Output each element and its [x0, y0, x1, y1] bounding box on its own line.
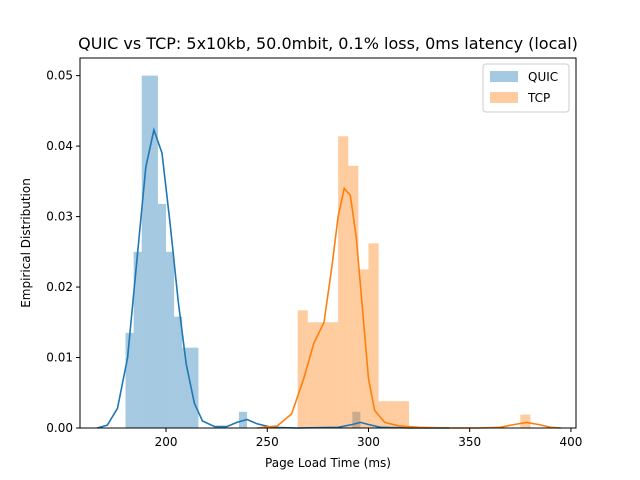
tcp-hist-bar: [328, 322, 339, 428]
x-axis-label: Page Load Time (ms): [265, 456, 391, 470]
x-tick-label: 250: [256, 435, 279, 449]
tcp-hist-bar: [317, 322, 328, 428]
quic-hist-bar: [182, 347, 191, 428]
tcp-hist-bar: [388, 401, 399, 428]
quic-hist-bar: [157, 203, 167, 428]
quic-hist-bar: [125, 332, 134, 428]
y-tick-label: 0.05: [46, 69, 73, 83]
tcp-hist-bar: [358, 269, 369, 428]
legend-box: [482, 63, 570, 113]
plot-area: [96, 75, 561, 429]
tcp-hist-bar: [338, 136, 349, 428]
y-tick-label: 0.01: [46, 351, 73, 365]
y-tick-label: 0.00: [46, 421, 73, 435]
quic-legend-label: QUIC: [528, 70, 558, 84]
tcp-hist-bar: [398, 401, 409, 428]
tcp-kde-line: [257, 186, 561, 429]
quic-hist-bar: [190, 347, 199, 428]
tcp-hist-bar: [307, 322, 318, 428]
tcp-hist-bar: [520, 414, 531, 428]
legend: QUIC TCP: [482, 63, 570, 113]
x-tick-label: 350: [458, 435, 481, 449]
y-tick-label: 0.03: [46, 210, 73, 224]
chart-title: QUIC vs TCP: 5x10kb, 50.0mbit, 0.1% loss…: [78, 34, 578, 53]
plot-frame: [79, 57, 577, 429]
y-axis: 0.00 0.01 0.02 0.03 0.04 0.05: [46, 69, 80, 435]
quic-hist-bar: [352, 411, 361, 428]
y-tick-label: 0.02: [46, 280, 73, 294]
tcp-hist-bar: [348, 165, 359, 429]
quic-legend-swatch: [490, 71, 518, 82]
tcp-legend-swatch: [490, 92, 518, 103]
quic-hist-bar: [166, 251, 175, 428]
quic-kde-line: [96, 126, 450, 429]
tcp-legend-label: TCP: [527, 91, 550, 105]
tcp-hist-bar: [378, 401, 389, 428]
quic-hist-bar: [174, 316, 183, 428]
x-axis: 200 250 300 350 400: [155, 428, 582, 449]
y-axis-label: Empirical Distribution: [19, 178, 33, 308]
tcp-hist-bar: [297, 310, 308, 428]
tcp-hist-bar: [368, 243, 379, 428]
quic-hist-bar: [141, 75, 158, 428]
quic-hist-bar: [133, 251, 142, 428]
x-tick-label: 200: [155, 435, 178, 449]
y-tick-label: 0.04: [46, 139, 73, 153]
x-tick-label: 400: [559, 435, 582, 449]
x-tick-label: 300: [357, 435, 380, 449]
